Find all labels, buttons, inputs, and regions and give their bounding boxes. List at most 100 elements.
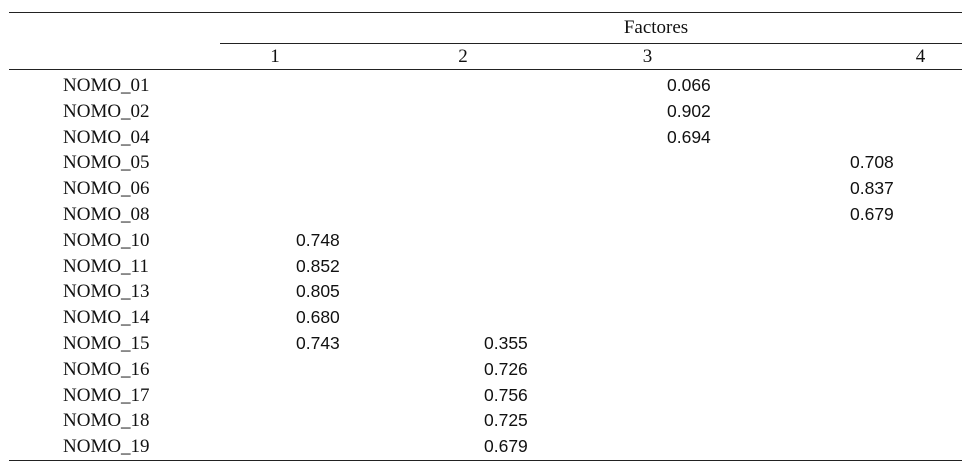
loading-cell-factor-3: [596, 434, 779, 461]
loading-cell-factor-4: [779, 305, 962, 331]
loading-cell-factor-1: [220, 99, 410, 125]
loading-cell-factor-1: [220, 408, 410, 434]
header-label-cell: [9, 43, 220, 70]
loading-cell-factor-2: 0.726: [484, 358, 528, 379]
loading-cell-factor-2: [410, 70, 596, 99]
row-label: NOMO_16: [63, 358, 150, 380]
factor-loadings-table: Factores 1 2 3 4 NOMO_01 0.066 NOMO_02 0.90…: [9, 12, 962, 461]
table-row: NOMO_02 0.902: [9, 99, 962, 125]
row-label: NOMO_14: [63, 307, 150, 329]
loading-cell-factor-2: [410, 279, 596, 305]
loading-cell-factor-4: [779, 70, 962, 99]
table-row: NOMO_06 0.837: [9, 176, 962, 202]
loading-cell-factor-2: 0.679: [410, 434, 596, 461]
column-header-row: 1 2 3 4: [9, 43, 962, 70]
loading-cell-factor-1: [220, 202, 410, 228]
table-row: NOMO_10 0.748: [9, 228, 962, 254]
loading-cell-factor-1: 0.743: [296, 332, 340, 353]
factores-header: Factores: [220, 12, 962, 44]
row-label: NOMO_17: [63, 384, 150, 406]
loading-cell-factor-4: [779, 357, 962, 383]
loading-cell-factor-2: [410, 305, 596, 331]
row-label: NOMO_15: [63, 332, 150, 354]
loading-cell-factor-2: [410, 150, 596, 176]
row-label: NOMO_04: [63, 126, 150, 148]
loading-cell-factor-3: 0.066: [667, 75, 711, 95]
loading-cell-factor-3: [596, 150, 779, 176]
loading-cell-factor-3: [596, 383, 779, 409]
loading-cell-factor-2: [410, 176, 596, 202]
loading-cell-factor-1: [220, 383, 410, 409]
loading-cell-factor-1: [220, 434, 410, 461]
loading-cell-factor-3: [596, 202, 779, 228]
loading-cell-factor-3: 0.694: [667, 126, 711, 147]
table-row: NOMO_08 0.679: [9, 202, 962, 228]
table-body: NOMO_01 0.066 NOMO_02 0.902 NOMO_04 0.694 NOMO…: [9, 70, 962, 461]
loading-cell-factor-3: [596, 357, 779, 383]
loading-cell-factor-4: 0.708: [850, 152, 894, 173]
loading-cell-factor-2: [410, 228, 596, 254]
table-row: NOMO_17 0.756: [9, 383, 962, 409]
loading-cell-factor-4: [779, 125, 962, 151]
column-header-2: 2: [410, 43, 596, 70]
column-header-1: 1: [220, 43, 410, 70]
loading-cell-factor-4: [779, 383, 962, 409]
loading-cell-factor-3: [596, 305, 779, 331]
loading-cell-factor-2: [410, 99, 596, 125]
loading-cell-factor-4: [779, 408, 962, 434]
loading-cell-factor-4: [779, 279, 962, 305]
header-blank-cell: [9, 12, 220, 44]
loading-cell-factor-2: [410, 125, 596, 151]
loading-cell-factor-1: [220, 176, 410, 202]
loading-cell-factor-1: 0.680: [296, 307, 340, 328]
column-header-3: 3: [596, 43, 779, 70]
loading-cell-factor-3: 0.902: [667, 100, 711, 121]
table-row: NOMO_14 0.680: [9, 305, 962, 331]
table-row: NOMO_19 0.679: [9, 434, 962, 461]
row-label: NOMO_19: [9, 434, 220, 461]
loading-cell-factor-4: [779, 331, 962, 357]
row-label: NOMO_06: [63, 178, 150, 200]
table-row: NOMO_13 0.805: [9, 279, 962, 305]
loading-cell-factor-2: 0.725: [484, 410, 528, 431]
loading-cell-factor-1: [220, 357, 410, 383]
loading-cell-factor-4: 0.837: [850, 178, 894, 199]
table-row: NOMO_05 0.708: [9, 150, 962, 176]
factor-loadings-table-container: Factores 1 2 3 4 NOMO_01 0.066 NOMO_02 0.90…: [9, 12, 962, 461]
loading-cell-factor-4: [779, 434, 962, 461]
loading-cell-factor-3: [596, 408, 779, 434]
row-label: NOMO_05: [63, 152, 150, 174]
row-label: NOMO_13: [63, 281, 150, 303]
row-label: NOMO_08: [63, 203, 150, 225]
column-header-4: 4: [779, 43, 962, 70]
loading-cell-factor-2: [410, 202, 596, 228]
row-label: NOMO_02: [63, 100, 150, 122]
loading-cell-factor-1: [220, 70, 410, 99]
row-label: NOMO_10: [63, 229, 150, 251]
loading-cell-factor-3: [596, 331, 779, 357]
table-row: NOMO_01 0.066: [9, 70, 962, 99]
loading-cell-factor-4: [779, 99, 962, 125]
table-row: NOMO_11 0.852: [9, 254, 962, 280]
loading-cell-factor-3: [596, 254, 779, 280]
table-row: NOMO_04 0.694: [9, 125, 962, 151]
loading-cell-factor-1: 0.805: [296, 281, 340, 302]
row-label: NOMO_01: [63, 75, 150, 96]
loading-cell-factor-4: [779, 228, 962, 254]
row-label: NOMO_18: [63, 410, 150, 432]
loading-cell-factor-2: [410, 254, 596, 280]
table-row: NOMO_18 0.725: [9, 408, 962, 434]
row-label: NOMO_11: [63, 255, 149, 277]
table-row: NOMO_15 0.743 0.355: [9, 331, 962, 357]
loading-cell-factor-2: 0.355: [484, 332, 528, 353]
loading-cell-factor-3: [596, 228, 779, 254]
loading-cell-factor-1: 0.748: [296, 229, 340, 250]
table-row: NOMO_16 0.726: [9, 357, 962, 383]
loading-cell-factor-4: [779, 254, 962, 280]
loading-cell-factor-1: 0.852: [296, 255, 340, 276]
loading-cell-factor-1: [220, 150, 410, 176]
loading-cell-factor-3: [596, 279, 779, 305]
loading-cell-factor-2: 0.756: [484, 384, 528, 405]
loading-cell-factor-4: 0.679: [850, 203, 894, 224]
loading-cell-factor-3: [596, 176, 779, 202]
